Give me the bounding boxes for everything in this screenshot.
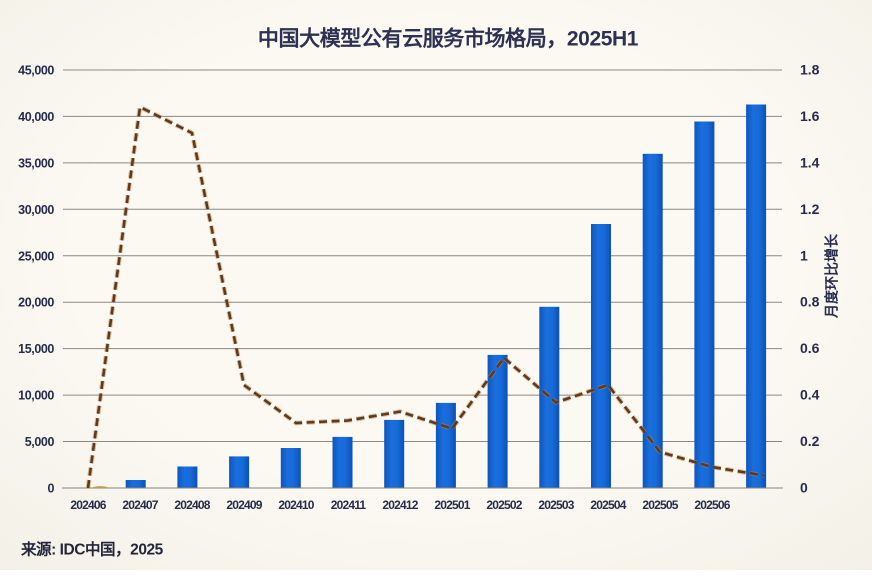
svg-text:202505: 202505 xyxy=(642,498,678,512)
svg-text:5,000: 5,000 xyxy=(25,435,55,449)
svg-text:1.2: 1.2 xyxy=(800,201,820,217)
svg-text:202501: 202501 xyxy=(434,498,470,512)
svg-text:0: 0 xyxy=(47,482,54,496)
svg-text:202504: 202504 xyxy=(590,498,626,512)
svg-text:15,000: 15,000 xyxy=(18,342,54,356)
svg-text:202410: 202410 xyxy=(278,498,314,512)
svg-text:0.8: 0.8 xyxy=(800,294,820,310)
svg-text:1.8: 1.8 xyxy=(800,62,820,78)
svg-text:0.2: 0.2 xyxy=(800,433,820,449)
svg-text:45,000: 45,000 xyxy=(18,64,54,78)
svg-text:中国大模型公有云服务市场格局，2025H1: 中国大模型公有云服务市场格局，2025H1 xyxy=(258,27,639,51)
svg-text:40,000: 40,000 xyxy=(18,110,54,124)
svg-text:202408: 202408 xyxy=(174,498,210,512)
svg-text:25,000: 25,000 xyxy=(18,249,54,263)
svg-text:202411: 202411 xyxy=(331,498,367,512)
svg-text:1.6: 1.6 xyxy=(800,108,820,124)
svg-text:202506: 202506 xyxy=(694,498,730,512)
svg-text:0.4: 0.4 xyxy=(800,387,820,403)
svg-text:20,000: 20,000 xyxy=(18,296,54,310)
svg-text:202502: 202502 xyxy=(486,498,522,512)
svg-text:0.6: 0.6 xyxy=(800,340,820,356)
svg-text:202407: 202407 xyxy=(122,498,158,512)
svg-text:0: 0 xyxy=(800,480,808,496)
svg-text:来源: IDC中国，2025: 来源: IDC中国，2025 xyxy=(20,540,164,559)
svg-text:202412: 202412 xyxy=(382,498,418,512)
svg-text:1.4: 1.4 xyxy=(800,154,820,170)
svg-text:10,000: 10,000 xyxy=(18,389,54,403)
svg-text:202503: 202503 xyxy=(538,498,574,512)
svg-text:30,000: 30,000 xyxy=(18,203,54,217)
svg-text:35,000: 35,000 xyxy=(18,156,54,170)
svg-text:1: 1 xyxy=(800,247,808,263)
svg-text:月度环比增长: 月度环比增长 xyxy=(824,233,840,319)
svg-text:202409: 202409 xyxy=(226,498,262,512)
svg-text:202406: 202406 xyxy=(70,498,106,512)
